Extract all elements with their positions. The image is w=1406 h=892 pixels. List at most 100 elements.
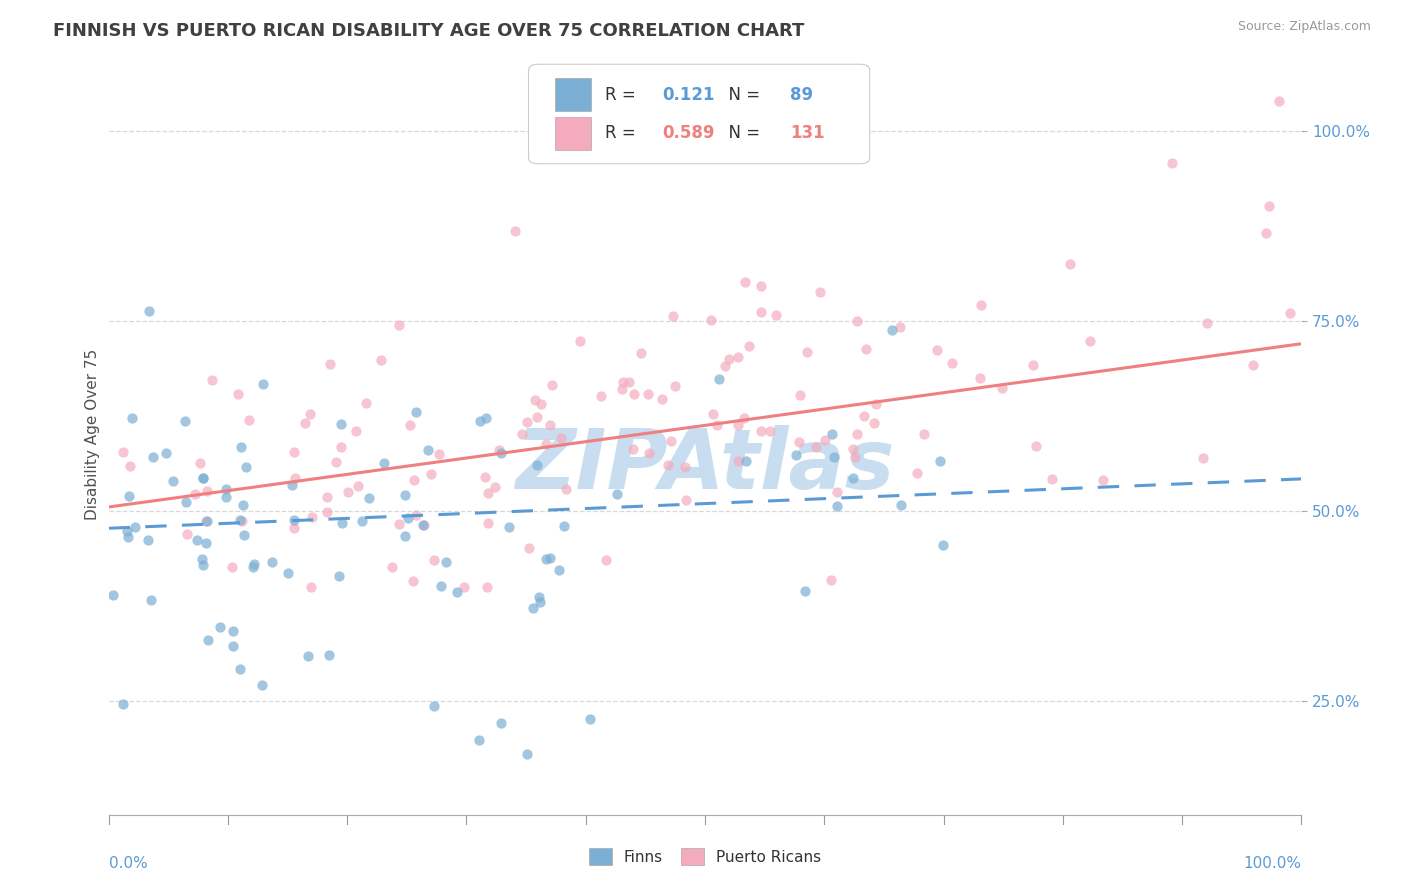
Text: 0.589: 0.589	[662, 124, 714, 142]
Point	[912, 427, 935, 442]
Point	[852, 409, 875, 423]
Point	[394, 488, 416, 502]
Text: Source: ZipAtlas.com: Source: ZipAtlas.com	[1237, 20, 1371, 33]
Point	[623, 387, 645, 401]
Point	[991, 381, 1014, 395]
Point	[283, 444, 305, 458]
Text: 89: 89	[790, 86, 813, 103]
Point	[215, 483, 238, 497]
Point	[765, 308, 787, 322]
Point	[301, 510, 323, 524]
Point	[427, 447, 450, 461]
Point	[749, 424, 772, 438]
Point	[820, 573, 842, 587]
Point	[423, 699, 446, 714]
Point	[673, 460, 696, 475]
Point	[222, 639, 245, 653]
Point	[524, 393, 547, 408]
Point	[250, 678, 273, 692]
Point	[329, 417, 352, 431]
Point	[298, 407, 321, 421]
Point	[865, 397, 887, 411]
Point	[905, 466, 928, 480]
Point	[534, 551, 557, 566]
Point	[373, 456, 395, 470]
Point	[162, 475, 184, 489]
Point	[193, 558, 215, 573]
Point	[1025, 439, 1047, 453]
Point	[526, 458, 548, 472]
Point	[526, 409, 548, 424]
Point	[280, 478, 302, 492]
FancyBboxPatch shape	[529, 64, 870, 164]
Point	[844, 450, 866, 464]
Point	[517, 541, 540, 555]
Point	[477, 486, 499, 500]
Point	[749, 279, 772, 293]
Point	[553, 519, 575, 533]
Point	[155, 446, 177, 460]
Point	[316, 505, 339, 519]
Point	[194, 536, 217, 550]
Point	[316, 490, 339, 504]
Text: N =: N =	[718, 124, 765, 142]
Point	[262, 555, 284, 569]
Point	[789, 434, 811, 449]
Point	[430, 579, 453, 593]
Point	[186, 533, 208, 547]
Point	[174, 495, 197, 509]
Point	[357, 491, 380, 506]
Text: R =: R =	[605, 124, 641, 142]
Point	[228, 387, 250, 401]
Point	[111, 698, 134, 712]
Point	[319, 357, 342, 371]
Point	[516, 747, 538, 761]
Point	[446, 585, 468, 599]
Point	[621, 442, 644, 457]
Point	[489, 446, 512, 460]
Point	[970, 298, 993, 312]
Point	[283, 513, 305, 527]
Point	[138, 304, 160, 318]
Point	[418, 443, 440, 458]
Text: N =: N =	[718, 86, 765, 103]
Point	[118, 458, 141, 473]
Text: R =: R =	[605, 86, 641, 103]
Point	[709, 372, 731, 386]
Point	[969, 370, 991, 384]
Point	[229, 513, 252, 527]
Point	[325, 455, 347, 469]
Point	[1258, 199, 1281, 213]
Point	[1078, 334, 1101, 348]
Point	[453, 580, 475, 594]
Point	[468, 733, 491, 747]
Point	[394, 529, 416, 543]
Point	[579, 712, 602, 726]
Point	[675, 492, 697, 507]
Point	[434, 555, 457, 569]
Point	[297, 649, 319, 664]
Point	[191, 471, 214, 485]
Point	[516, 415, 538, 429]
Point	[399, 417, 422, 432]
Point	[405, 508, 427, 522]
Point	[232, 527, 254, 541]
Point	[789, 388, 811, 402]
Point	[117, 524, 139, 538]
Text: 0.0%: 0.0%	[108, 856, 148, 871]
Point	[188, 456, 211, 470]
Point	[569, 334, 592, 348]
Point	[117, 530, 139, 544]
Point	[252, 377, 274, 392]
Point	[863, 416, 886, 430]
Point	[928, 453, 950, 467]
Point	[197, 632, 219, 647]
Point	[191, 551, 214, 566]
Point	[1192, 450, 1215, 465]
Point	[1059, 257, 1081, 271]
Point	[662, 309, 685, 323]
Point	[173, 414, 195, 428]
Point	[117, 489, 139, 503]
Point	[846, 426, 869, 441]
Point	[222, 624, 245, 639]
